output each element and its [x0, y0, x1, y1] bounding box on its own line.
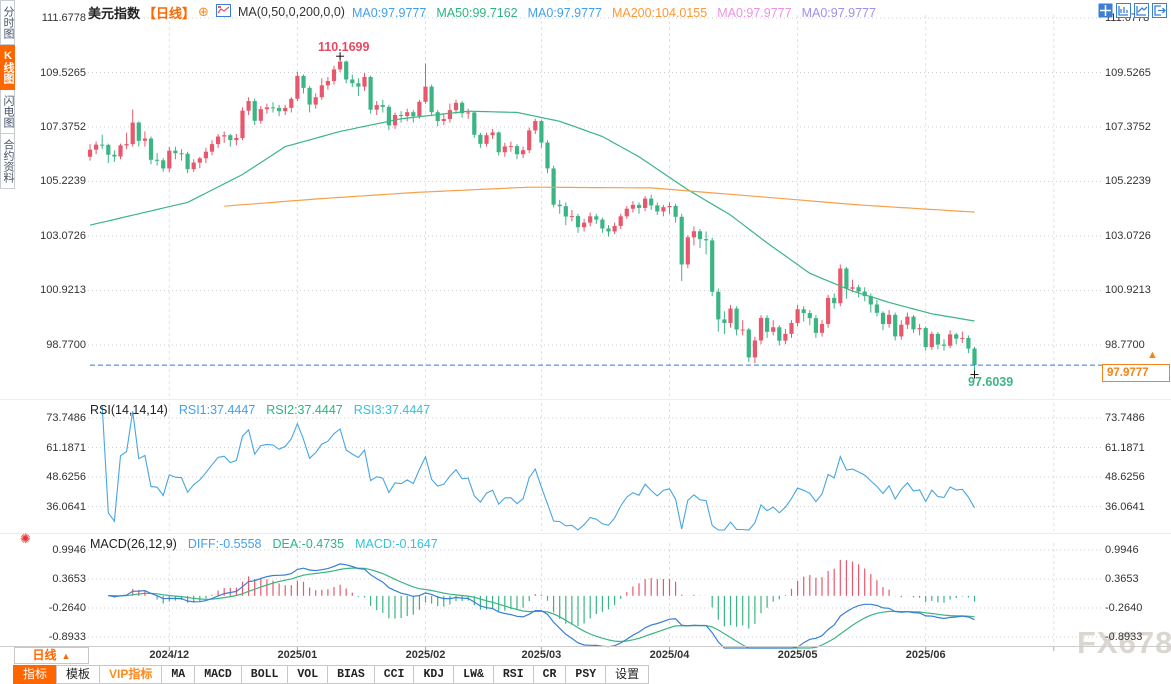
pane-divider — [0, 533, 1171, 534]
y-axis-label: 105.2239 — [1105, 175, 1151, 187]
y-axis-label: 103.0726 — [1105, 230, 1151, 242]
y-axis-label: -0.8933 — [48, 631, 86, 643]
triangle-up-icon: ▲ — [61, 651, 71, 661]
y-axis-label: 105.2239 — [40, 175, 86, 187]
toolbar-indicator-设置[interactable]: 设置 — [605, 665, 650, 684]
y-axis-label: -0.8933 — [1105, 631, 1143, 643]
y-axis-label: 98.7700 — [46, 339, 86, 351]
ma-values: MA0:97.9777 MA50:99.7162 MA0:97.9777 MA200:… — [352, 5, 886, 20]
y-axis-label: 107.3752 — [40, 121, 86, 133]
indicator-value-label: MACD:-0.1647 — [355, 537, 438, 551]
sidebar: 分时图 K线图 闪电图 合约资料 — [0, 0, 17, 189]
ma-value-label: MA0:97.9777 — [801, 5, 876, 20]
ma-value-label: MA0:97.9777 — [717, 5, 792, 20]
y-axis-label: 100.9213 — [1105, 284, 1151, 296]
y-axis-label: 61.1871 — [1105, 442, 1145, 454]
period-tag: 【日线】 — [143, 5, 196, 21]
macd-title: MACD(26,12,9) — [90, 537, 177, 551]
rsi-header: RSI(14,14,14) RSI1:37.4447 RSI2:37.4447 RSI… — [90, 403, 452, 417]
toolbar-indicator-RSI[interactable]: RSI — [492, 665, 534, 684]
add-indicator-icon[interactable]: ⊕ — [198, 4, 209, 19]
ma-value-label: MA200:104.0155 — [611, 5, 708, 20]
y-axis-label: 109.5265 — [1105, 67, 1151, 79]
x-axis-date-label: 2025/06 — [905, 649, 946, 661]
indicator-value-label: DEA:-0.4735 — [272, 537, 345, 551]
rsi-title: RSI(14,14,14) — [90, 403, 168, 417]
chart-header: 美元指数 【日线】 ⊕ MA(0,50,0,200,0,0) MA0:97.9777… — [88, 3, 886, 21]
y-axis-label: 36.0641 — [46, 501, 86, 513]
toolbar-indicator-MACD[interactable]: MACD — [194, 665, 242, 684]
high-price-annotation: 110.1699 — [318, 40, 370, 54]
x-axis-date-label: 2025/05 — [777, 649, 818, 661]
exit-icon[interactable] — [1152, 3, 1167, 18]
y-axis-label: 61.1871 — [46, 442, 86, 454]
y-axis-label: 48.6256 — [1105, 471, 1145, 483]
x-axis-date-label: 2024/12 — [149, 649, 190, 661]
toolbar-indicator-CR[interactable]: CR — [532, 665, 567, 684]
hot-burst-icon[interactable]: ✺ — [20, 531, 31, 546]
indicator-value-label: RSI3:37.4447 — [353, 403, 431, 417]
y-axis-label: 73.7486 — [46, 412, 86, 424]
y-axis-label: 98.7700 — [1105, 339, 1145, 351]
toolbar-tab-VIP指标[interactable]: VIP指标 — [99, 665, 163, 684]
x-axis-date-label: 2025/03 — [521, 649, 562, 661]
sidebar-item-分时图[interactable]: 分时图 — [0, 0, 15, 45]
y-axis-label: 0.9946 — [1105, 544, 1139, 556]
crosshair-pan-icon[interactable] — [1098, 3, 1113, 18]
y-axis-label: 0.9946 — [52, 544, 86, 556]
toolbar-indicator-BIAS[interactable]: BIAS — [327, 665, 375, 684]
indicator-value-label: RSI1:37.4447 — [178, 403, 256, 417]
y-axis-label: 109.5265 — [40, 67, 86, 79]
layout-icons — [1098, 3, 1167, 18]
toolbar-indicator-PSY[interactable]: PSY — [565, 665, 607, 684]
x-axis-date-label: 2025/02 — [405, 649, 446, 661]
ma-value-label: MA0:97.9777 — [527, 5, 602, 20]
y-axis-label: 100.9213 — [40, 284, 86, 296]
sidebar-item-K线图[interactable]: K线图 — [0, 45, 15, 90]
period-button-label: 日线 — [32, 648, 57, 662]
ma-settings-label: MA(0,50,0,200,0,0) — [237, 5, 345, 19]
y-axis-label: 36.0641 — [1105, 501, 1145, 513]
indicator-value-label: RSI2:37.4447 — [266, 403, 343, 417]
current-price-box: 97.9777 — [1102, 364, 1170, 382]
price-up-arrow-icon: ▲ — [1147, 349, 1158, 361]
indicator-value-label: DIFF:-0.5558 — [187, 537, 262, 551]
y-axis-label: 0.3653 — [1105, 573, 1139, 585]
scroll-to-latest-icon[interactable] — [1134, 3, 1149, 18]
kline-preview-icon — [215, 4, 231, 20]
toolbar-tab-模板[interactable]: 模板 — [56, 665, 101, 684]
ma-value-label: MA0:97.9777 — [351, 5, 427, 20]
y-axis-label: 111.6778 — [41, 12, 86, 24]
toolbar-indicator-KDJ[interactable]: KDJ — [413, 665, 455, 684]
y-axis-label: 0.3653 — [52, 573, 86, 585]
toolbar-indicator-CCI[interactable]: CCI — [373, 665, 415, 684]
low-price-annotation: 97.6039 — [968, 375, 1014, 389]
instrument-title: 美元指数 — [88, 5, 141, 21]
pane-divider — [0, 399, 1171, 400]
toolbar-tab-指标[interactable]: 指标 — [13, 665, 58, 684]
y-axis-label: 48.6256 — [46, 471, 86, 483]
y-axis-label: 107.3752 — [1105, 121, 1151, 133]
y-axis-label: 73.7486 — [1105, 412, 1145, 424]
sidebar-item-闪电图[interactable]: 闪电图 — [0, 90, 15, 134]
toolbar-indicator-BOLL[interactable]: BOLL — [240, 665, 289, 684]
bottom-toolbar: 指标 模板 VIP指标 MA MACD BOLL VOL BIAS CCI KDJ LW& RSI CR… — [13, 665, 650, 684]
toolbar-indicator-MA[interactable]: MA — [161, 665, 196, 684]
sidebar-item-合约资料[interactable]: 合约资料 — [0, 134, 15, 189]
ma-value-label: MA50:99.7162 — [436, 5, 518, 20]
x-axis-date-label: 2025/04 — [649, 649, 690, 661]
y-axis-label: 103.0726 — [40, 230, 86, 242]
xaxis-border — [0, 646, 1171, 647]
y-axis-label: -0.2640 — [48, 602, 86, 614]
watermark: FX678 — [1077, 625, 1171, 660]
fit-chart-icon[interactable] — [1116, 3, 1131, 18]
toolbar-indicator-LW&[interactable]: LW& — [453, 665, 494, 684]
period-button[interactable]: 日线 ▲ — [14, 647, 89, 664]
toolbar-indicator-VOL[interactable]: VOL — [287, 665, 329, 684]
y-axis-label: -0.2640 — [1105, 602, 1143, 614]
x-axis-date-label: 2025/01 — [277, 649, 318, 661]
macd-header: MACD(26,12,9) DIFF:-0.5558 DEA:-0.4735 MACD… — [90, 537, 460, 551]
